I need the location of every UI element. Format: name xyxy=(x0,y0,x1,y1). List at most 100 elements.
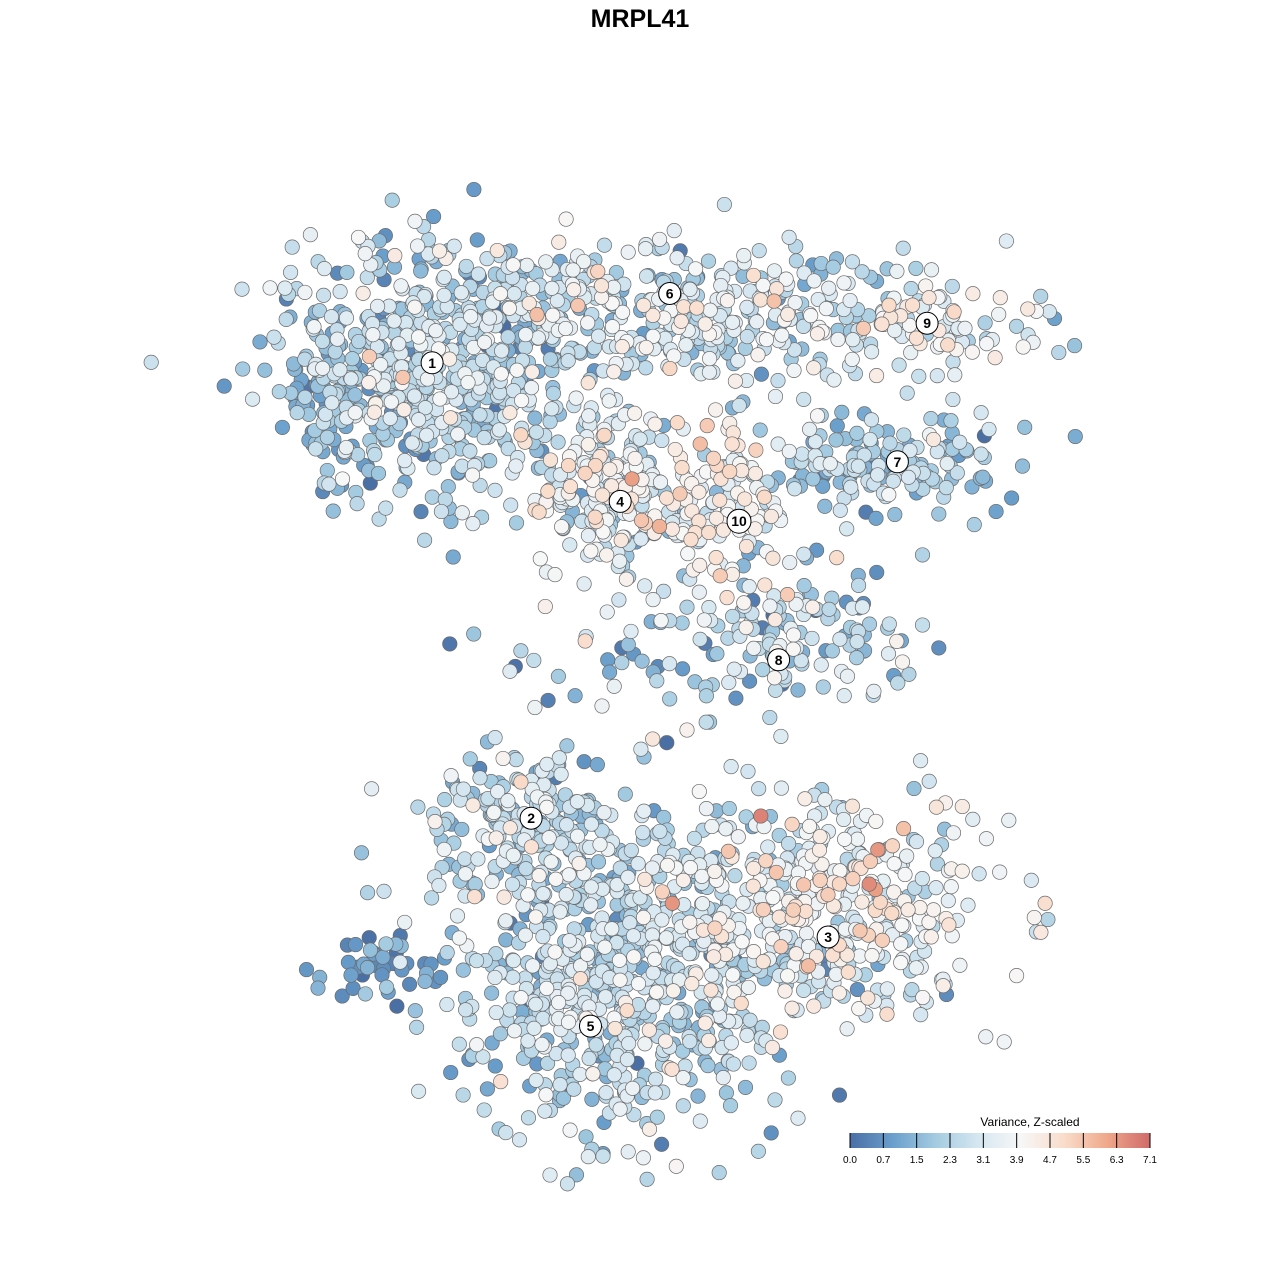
data-point xyxy=(584,1091,600,1107)
data-point xyxy=(535,886,551,902)
data-point xyxy=(682,281,698,297)
data-point xyxy=(904,297,921,313)
data-point xyxy=(889,263,905,279)
data-point xyxy=(746,860,762,876)
data-point xyxy=(861,616,878,632)
data-point xyxy=(389,998,405,1014)
data-point xyxy=(561,933,577,949)
cluster-label-badge xyxy=(519,806,543,830)
data-point xyxy=(747,465,763,482)
data-point xyxy=(713,277,729,294)
data-point xyxy=(952,434,968,450)
data-point xyxy=(558,887,574,903)
data-point xyxy=(580,315,596,331)
data-point xyxy=(397,453,413,469)
data-point xyxy=(558,320,574,337)
data-point xyxy=(639,268,655,284)
data-point xyxy=(708,402,724,418)
data-point xyxy=(842,292,858,309)
data-point xyxy=(560,1047,576,1063)
data-point xyxy=(884,905,900,921)
data-point xyxy=(691,484,707,500)
data-point xyxy=(545,307,561,323)
data-point xyxy=(725,608,741,624)
data-point xyxy=(742,673,758,689)
data-point xyxy=(528,996,544,1012)
data-point xyxy=(338,310,355,326)
data-point xyxy=(450,426,466,442)
data-point xyxy=(514,392,530,409)
data-point xyxy=(939,455,955,472)
data-point xyxy=(943,413,959,429)
data-point xyxy=(519,257,535,273)
legend-tick-label: 3.1 xyxy=(976,1155,990,1166)
data-point xyxy=(234,281,250,297)
data-point xyxy=(702,302,718,318)
data-point xyxy=(763,1125,779,1141)
data-point xyxy=(513,643,529,659)
data-point xyxy=(526,1020,542,1036)
data-point xyxy=(319,429,335,445)
data-point xyxy=(539,980,555,996)
data-point xyxy=(718,1085,734,1101)
data-point xyxy=(750,347,766,363)
data-point xyxy=(1009,968,1025,984)
data-point xyxy=(964,344,980,360)
data-point xyxy=(724,436,740,452)
data-point xyxy=(881,297,897,313)
data-point xyxy=(902,442,918,459)
data-point xyxy=(773,728,789,744)
data-point xyxy=(820,887,836,903)
data-point xyxy=(869,368,885,384)
data-point xyxy=(491,422,507,438)
data-point xyxy=(949,465,965,481)
data-point xyxy=(851,577,867,593)
data-point xyxy=(721,800,737,817)
data-point xyxy=(561,867,577,883)
data-point xyxy=(654,912,670,928)
data-point xyxy=(567,688,583,704)
data-point xyxy=(245,391,261,407)
data-point xyxy=(410,799,426,815)
data-point xyxy=(648,1071,664,1087)
data-point xyxy=(632,431,648,447)
data-point xyxy=(818,301,834,317)
data-point xyxy=(518,327,534,343)
data-point xyxy=(627,450,643,467)
data-point xyxy=(831,985,847,1001)
data-point xyxy=(384,192,400,208)
data-point xyxy=(647,416,663,432)
data-point xyxy=(870,842,886,858)
data-point xyxy=(700,1058,716,1074)
data-point xyxy=(550,668,566,684)
data-point xyxy=(410,238,426,254)
data-point xyxy=(496,889,512,905)
data-point xyxy=(800,938,817,955)
data-point xyxy=(772,1024,789,1040)
data-point xyxy=(800,958,816,974)
data-point xyxy=(787,295,803,311)
data-point xyxy=(828,966,844,982)
data-point xyxy=(975,469,991,485)
data-point xyxy=(762,598,778,614)
cluster-label-text: 4 xyxy=(616,493,624,509)
data-point xyxy=(581,1050,597,1067)
data-point xyxy=(802,421,818,437)
data-point xyxy=(719,590,735,606)
data-point xyxy=(558,211,574,227)
data-point xyxy=(682,1033,698,1050)
data-point xyxy=(1037,895,1053,911)
data-point xyxy=(811,842,828,858)
data-point xyxy=(576,253,592,270)
data-point xyxy=(893,936,909,952)
data-point xyxy=(594,698,610,714)
legend-title: Variance, Z-scaled xyxy=(980,1115,1079,1129)
data-point xyxy=(874,316,890,332)
data-point xyxy=(599,547,615,563)
data-point xyxy=(500,441,516,457)
data-point xyxy=(638,241,654,257)
data-point xyxy=(658,1033,674,1049)
data-point xyxy=(829,418,845,434)
data-point xyxy=(880,646,897,662)
data-point xyxy=(569,828,586,844)
